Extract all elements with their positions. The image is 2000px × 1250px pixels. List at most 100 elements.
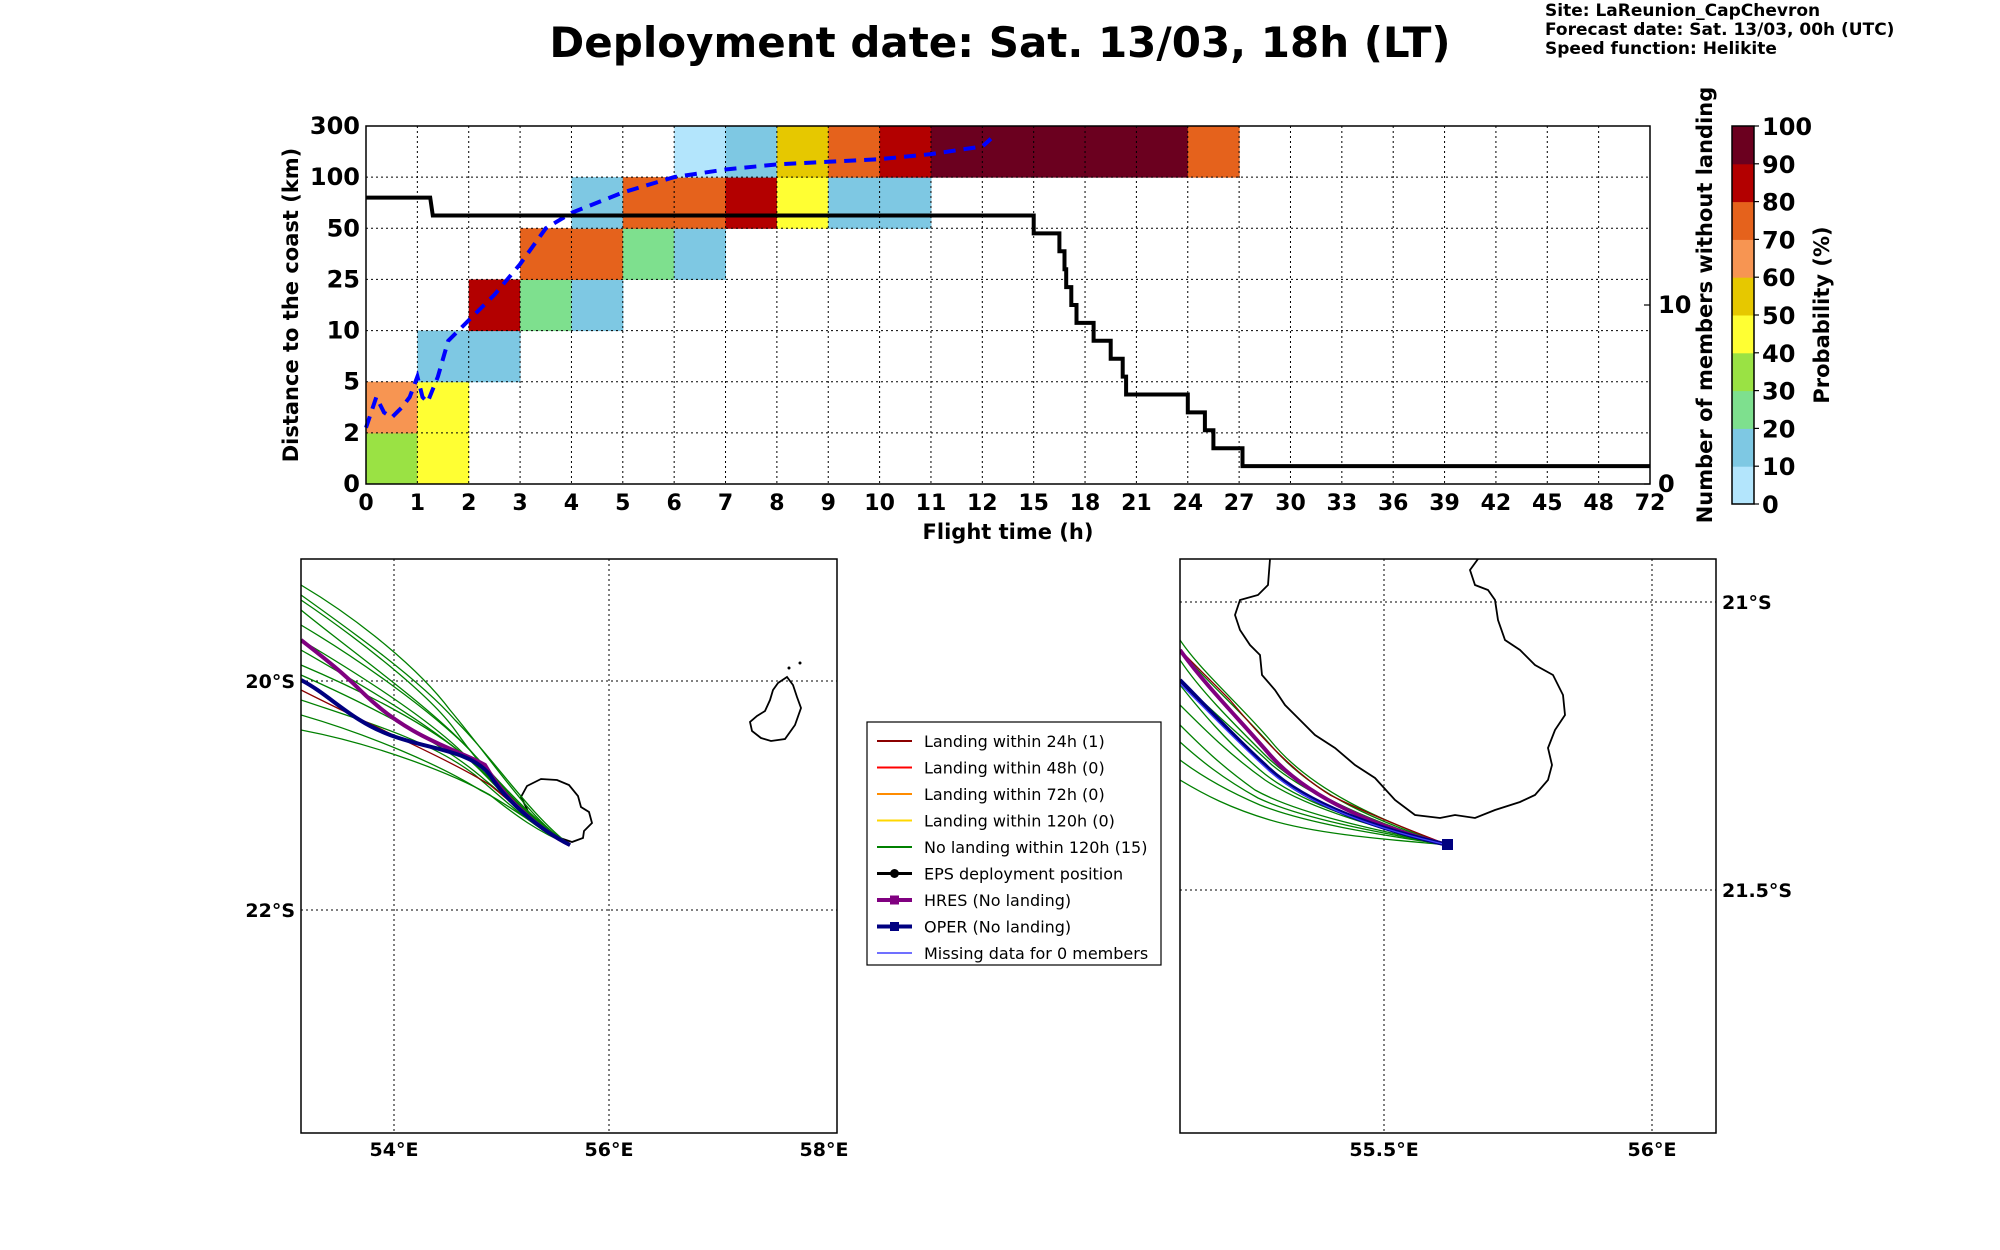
- island-dot: [798, 661, 802, 665]
- x-tick-label: 0: [358, 491, 373, 516]
- colorbar-tick-label: 90: [1762, 151, 1795, 179]
- legend: Landing within 24h (1) Landing within 48h…: [866, 721, 1162, 966]
- legend-label: OPER (No landing): [924, 918, 1071, 937]
- x-tick-label: 11: [916, 491, 947, 516]
- trajectory: [301, 729, 571, 846]
- heatmap-cell: [520, 228, 572, 280]
- trajectory: [301, 599, 571, 846]
- colorbar-tick-label: 20: [1762, 415, 1795, 443]
- legend-label: EPS deployment position: [924, 865, 1123, 884]
- right-map: 55.5°E 56°E 21°S 21.5°S: [1179, 558, 1792, 1161]
- heatmap-cell: [520, 279, 572, 332]
- x-tick-labels: 0 1 2 3 4 5 6 7 8 9 10 11 12 15 18 21 24 27 30 33 36 39 42 45 48…: [358, 491, 1665, 516]
- x-tick-label: 33: [1327, 491, 1358, 516]
- colorbar-segment: [1732, 428, 1754, 467]
- x-tick-label: 5: [615, 491, 630, 516]
- colorbar-tick-label: 30: [1762, 378, 1795, 406]
- colorbar-tick-label: 70: [1762, 226, 1795, 254]
- x-axis-label: Flight time (h): [923, 520, 1094, 544]
- trajectory: [1180, 759, 1449, 846]
- x-tick-label: 48: [1583, 491, 1614, 516]
- legend-label: Landing within 72h (0): [924, 785, 1105, 804]
- right-map-landing-24h-trajectory: [1180, 649, 1449, 846]
- right-map-hres-trajectory: [1180, 648, 1449, 847]
- colorbar-tick-label: 60: [1762, 264, 1795, 292]
- speed-function-label: Speed function: Helikite: [1545, 39, 1777, 59]
- heatmap-cell: [725, 177, 778, 229]
- left-map-lat-22: 22°S: [245, 900, 295, 922]
- colorbar-tick-label: 0: [1762, 491, 1779, 519]
- left-map: 54°E 56°E 58°E 20°S 22°S: [245, 558, 849, 1161]
- trajectory: [1180, 779, 1449, 846]
- heatmap-cell: [1033, 126, 1086, 178]
- heatmap-cell: [1085, 126, 1137, 178]
- x-tick-label: 4: [564, 491, 579, 516]
- heatmap-cell: [828, 177, 881, 229]
- trajectory: [301, 594, 571, 846]
- right-map-lon-55-5: 55.5°E: [1349, 1139, 1418, 1161]
- colorbar-tick-label: 80: [1762, 189, 1795, 217]
- trajectory: [301, 584, 571, 846]
- x-tick-label: 45: [1532, 491, 1563, 516]
- forecast-date-label: Forecast date: Sat. 13/03, 00h (UTC): [1545, 20, 1895, 40]
- right-map-no-landing-trajectories: [1180, 639, 1449, 846]
- site-label: Site: LaReunion_CapChevron: [1545, 1, 1821, 21]
- x-tick-label: 15: [1018, 491, 1049, 516]
- info-block: Site: LaReunion_CapChevron Forecast date…: [1545, 2, 1894, 59]
- legend-marker: [890, 895, 899, 905]
- left-map-lon-56: 56°E: [585, 1139, 634, 1161]
- heatmap-cell: [674, 177, 727, 229]
- heatmap-cell: [879, 126, 932, 178]
- legend-label: Landing within 48h (0): [924, 759, 1105, 778]
- right-map-lat-21-5: 21.5°S: [1722, 880, 1792, 902]
- chart-title: Deployment date: Sat. 13/03, 18h (LT): [549, 18, 1451, 67]
- x-tick-label: 7: [718, 491, 733, 516]
- y2-tick-label: 0: [1658, 470, 1675, 498]
- colorbar-tick-label: 40: [1762, 340, 1795, 368]
- left-map-oper-trajectory: [301, 678, 571, 847]
- heatmap-cell: [366, 432, 418, 485]
- left-map-lon-54: 54°E: [370, 1139, 419, 1161]
- x-tick-label: 30: [1275, 491, 1306, 516]
- heatmap-grid: [366, 126, 1650, 484]
- legend-label: HRES (No landing): [924, 891, 1071, 910]
- y2-tick-label: 10: [1658, 291, 1691, 319]
- colorbar: [1732, 126, 1754, 505]
- colorbar-segment: [1732, 163, 1754, 203]
- heatmap-cell: [930, 126, 983, 178]
- colorbar-segment: [1732, 466, 1754, 505]
- legend-box: [866, 721, 1162, 966]
- island-dot: [787, 666, 791, 670]
- colorbar-tick-labels: 0 10 20 30 40 50 60 70 80 90 100: [1754, 113, 1812, 519]
- deployment-position-marker: [1442, 839, 1453, 850]
- x-tick-label: 8: [769, 491, 784, 516]
- heatmap-cell: [879, 177, 932, 229]
- colorbar-segment: [1732, 201, 1754, 240]
- colorbar-tick-label: 10: [1762, 453, 1795, 481]
- legend-label: No landing within 120h (15): [924, 838, 1147, 857]
- legend-label: Landing within 24h (1): [924, 732, 1105, 751]
- heatmap-cell: [571, 228, 624, 280]
- left-map-lon-58: 58°E: [800, 1139, 849, 1161]
- heatmap-cell: [1136, 126, 1189, 178]
- mean-distance-curve: [364, 137, 993, 429]
- colorbar-label: Probability (%): [1810, 226, 1834, 403]
- x-tick-label: 21: [1121, 491, 1152, 516]
- heatmap-cell: [1187, 126, 1240, 178]
- x-tick-label: 3: [512, 491, 527, 516]
- heatmap-cell: [571, 279, 624, 332]
- left-map-no-landing-trajectories: [301, 584, 571, 846]
- x-tick-label: 9: [821, 491, 836, 516]
- y-tick-label: 2: [343, 419, 360, 447]
- right-map-lon-56: 56°E: [1628, 1139, 1677, 1161]
- members-without-landing-line: [366, 195, 1650, 469]
- legend-marker: [890, 869, 899, 878]
- heatmap-cells: [366, 126, 1240, 485]
- mauritius-coastline: [749, 675, 802, 742]
- colorbar-segment: [1732, 126, 1754, 165]
- x-tick-label: 12: [967, 491, 998, 516]
- colorbar-segment: [1732, 390, 1754, 429]
- x-tick-label: 42: [1481, 491, 1512, 516]
- x-tick-label: 6: [667, 491, 682, 516]
